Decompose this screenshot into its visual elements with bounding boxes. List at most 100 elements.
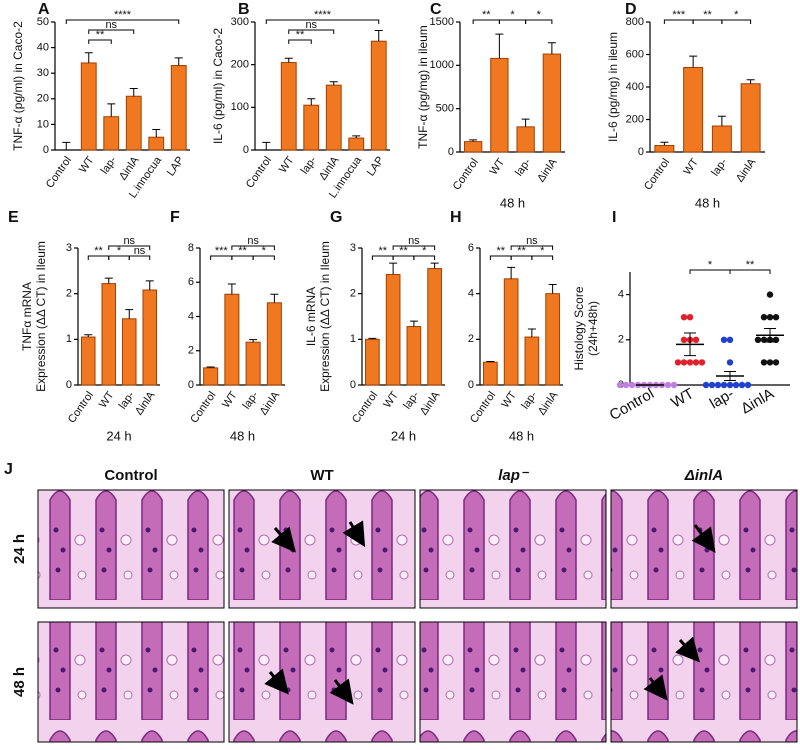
x-axis-label: 48 h [695, 195, 720, 210]
point [692, 336, 700, 343]
arrow [691, 524, 716, 553]
panel-letter: A [38, 1, 50, 18]
point [772, 314, 780, 321]
x-tick-label: WT [499, 389, 519, 410]
point [732, 381, 740, 389]
image [228, 489, 416, 609]
y-tick-label: 0 [350, 379, 356, 391]
error-bar [469, 139, 478, 142]
x-tick-label: WT [488, 156, 508, 177]
y-tick-label: 2 [188, 345, 194, 357]
significance-label: * [708, 259, 713, 271]
significance-label: *** [672, 9, 686, 21]
bar [266, 302, 282, 386]
bar [103, 116, 120, 151]
bar [203, 367, 219, 386]
y-axis-label: Histology Score [572, 286, 586, 370]
x-tick-label: ΔinlA [734, 156, 759, 184]
x-tick-label: lap- [99, 154, 120, 176]
histology-images [37, 489, 798, 743]
x-axis-label: 48 h [509, 428, 534, 443]
point [720, 336, 728, 343]
column-header: Control [104, 467, 157, 484]
y-tick-label: 0 [448, 146, 454, 158]
error-bar [746, 79, 755, 84]
x-tick-label: LAP [365, 155, 387, 179]
error-bar [389, 262, 398, 275]
significance-label: ** [96, 29, 105, 41]
error-bar [507, 266, 516, 279]
significance-label: * [422, 245, 427, 257]
y-tick-label: 1 [350, 333, 356, 345]
point [760, 359, 768, 366]
significance-label: * [262, 245, 267, 257]
column-header: lap⁻ [498, 467, 530, 484]
point [680, 336, 688, 343]
significance-label: **** [114, 9, 132, 21]
y-tick-label: 4 [468, 288, 474, 300]
x-tick-label: WT [97, 389, 117, 410]
error-bar [660, 141, 669, 146]
column-header: WT [310, 467, 333, 484]
y-tick-label: 0 [43, 144, 49, 156]
x-tick-label: Control [244, 155, 274, 191]
y-tick-label: 4 [188, 310, 194, 322]
significance-label: ns [105, 19, 117, 31]
significance-bracket [288, 29, 335, 34]
bar [370, 40, 387, 151]
y-axis-label: IL-6 (pg/mg) in ileum [606, 32, 620, 142]
significance-bracket [88, 39, 112, 44]
bar [325, 84, 342, 151]
column-header: ΔinlA [684, 467, 723, 484]
panel-letter: G [330, 209, 342, 226]
x-tick-label: Control [44, 155, 74, 191]
y-tick-label: 2 [618, 334, 624, 346]
significance-label: * [117, 245, 122, 257]
point [766, 359, 774, 366]
error-bar [270, 293, 279, 303]
sem-bar [684, 332, 696, 357]
x-tick-label: WT [381, 389, 401, 410]
point [720, 381, 728, 389]
y-axis-label: Expression (ΔΔ CT) in Ileum [318, 241, 332, 392]
bar [121, 318, 137, 386]
y-axis-label: IL-6 mRNA [304, 287, 318, 346]
point [702, 381, 710, 389]
error-bar [145, 280, 154, 291]
y-tick-label: 0 [66, 379, 72, 391]
x-tick-label: Control [350, 390, 380, 426]
significance-bracket [510, 245, 554, 250]
x-tick-label: ΔinlA [738, 385, 777, 417]
y-tick-label: 3 [350, 242, 356, 254]
x-tick-label: WT [77, 154, 97, 175]
bar [427, 268, 442, 386]
image [37, 489, 225, 609]
significance-label: ** [94, 245, 103, 257]
point [692, 359, 700, 366]
bar [303, 104, 320, 151]
y-tick-label: 0 [638, 146, 644, 158]
y-axis-label: IL-6 (pg/ml) in Caco-2 [211, 28, 225, 144]
y-tick-label: 2 [66, 288, 72, 300]
bar [463, 141, 483, 153]
x-tick-label: LAP [165, 155, 187, 179]
point [708, 381, 716, 389]
y-axis-label: Expression (ΔΔ CT) in Ileum [34, 241, 48, 392]
bar [542, 53, 562, 153]
y-tick-label: 2 [350, 288, 356, 300]
error-bar [152, 129, 161, 138]
panel-letter: B [238, 1, 250, 18]
arrow [643, 674, 668, 701]
significance-bracket [525, 19, 553, 24]
y-tick-label: 2 [468, 333, 474, 345]
significance-label: ns [123, 235, 135, 247]
y-axis-label: TNF-α (pg/mg) in ileum [416, 25, 430, 149]
significance-label: *** [215, 245, 229, 257]
significance-label: ns [408, 235, 420, 247]
error-bar [717, 115, 726, 126]
bar [490, 57, 509, 153]
bar [545, 293, 560, 386]
y-tick-label: 800 [626, 16, 644, 28]
y-tick-label: 100 [231, 101, 249, 113]
